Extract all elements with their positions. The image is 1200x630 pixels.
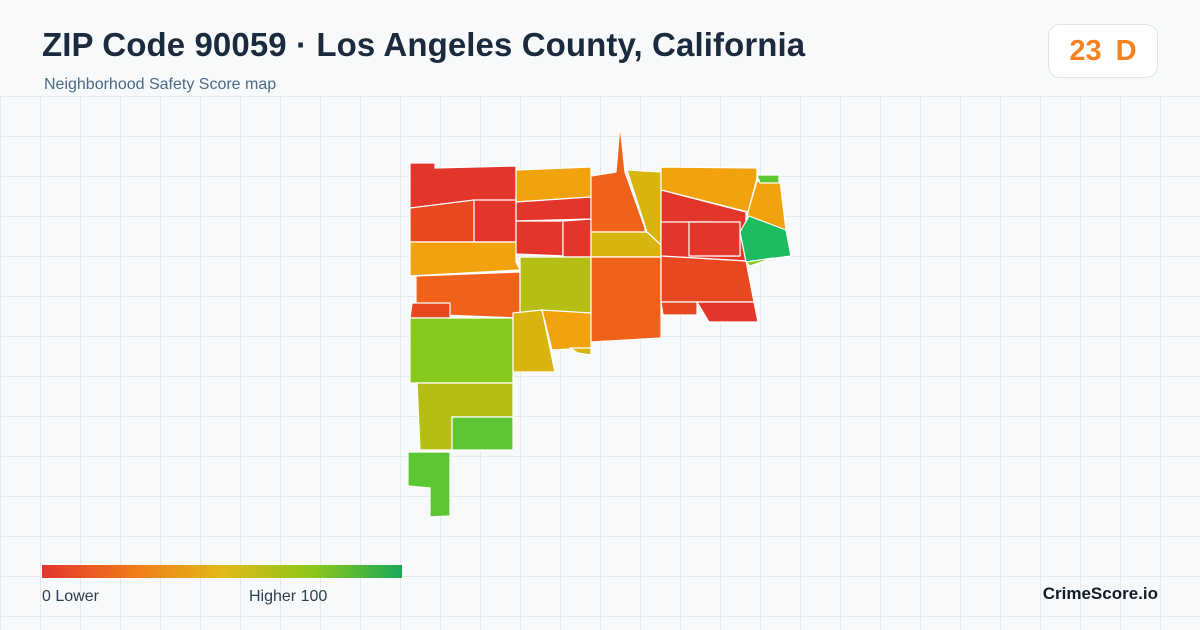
tract[interactable] xyxy=(590,231,662,258)
legend-max-label: Higher 100 xyxy=(249,588,328,605)
tract[interactable] xyxy=(660,255,755,303)
tract[interactable] xyxy=(409,199,475,243)
tract[interactable] xyxy=(745,257,774,267)
tract[interactable] xyxy=(409,302,451,319)
safety-score-value: 23 xyxy=(1069,34,1102,67)
tract[interactable] xyxy=(569,347,592,356)
tract[interactable] xyxy=(409,317,514,384)
tract[interactable] xyxy=(515,166,592,203)
tract[interactable] xyxy=(688,221,741,257)
tract[interactable] xyxy=(407,451,451,518)
tract[interactable] xyxy=(409,241,521,277)
tract[interactable] xyxy=(756,174,780,184)
safety-grade: D xyxy=(1115,34,1137,67)
header: ZIP Code 90059 · Los Angeles County, Cal… xyxy=(0,0,1200,96)
tract[interactable] xyxy=(696,301,759,323)
tract[interactable] xyxy=(473,199,517,243)
tract[interactable] xyxy=(451,416,514,451)
legend-color-scale xyxy=(42,565,402,578)
page-subtitle: Neighborhood Safety Score map xyxy=(44,76,277,93)
tract[interactable] xyxy=(512,309,556,373)
page-title: ZIP Code 90059 · Los Angeles County, Cal… xyxy=(42,26,806,63)
legend-min-label: 0 Lower xyxy=(42,588,99,605)
tract[interactable] xyxy=(660,301,698,316)
brand-logo-text: CrimeScore.io xyxy=(1042,584,1158,603)
tract[interactable] xyxy=(519,256,592,314)
tract[interactable] xyxy=(590,256,662,343)
tract[interactable] xyxy=(562,218,592,258)
safety-score-badge: 23 D xyxy=(1048,24,1158,78)
